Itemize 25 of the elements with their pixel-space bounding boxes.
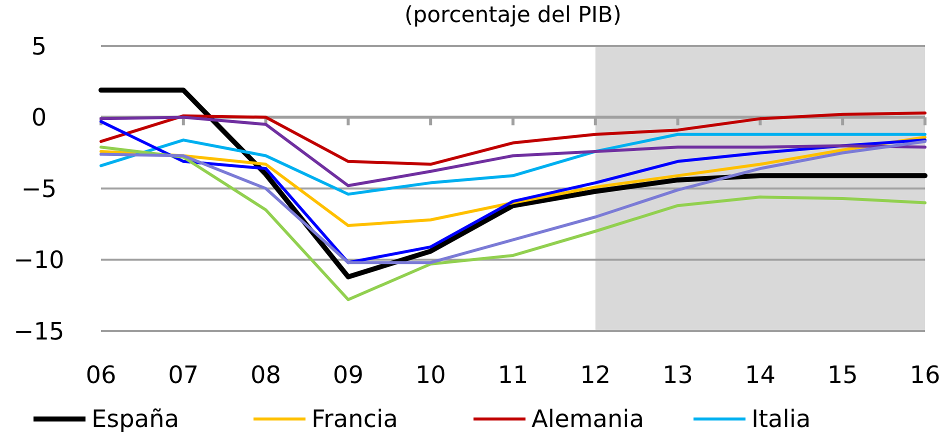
- line-series: [100, 116, 926, 188]
- x-tick-label: 16: [910, 361, 940, 389]
- line-series: [100, 132, 926, 196]
- x-tick-label: 07: [168, 361, 199, 389]
- y-tick-label: 5: [31, 32, 47, 60]
- x-tick-label: 06: [86, 361, 116, 389]
- x-tick-label: 10: [415, 361, 446, 389]
- x-tick-label: 15: [827, 361, 858, 389]
- x-tick-label: 14: [744, 361, 776, 389]
- y-tick-label: −5: [21, 174, 57, 203]
- y-tick-label: 0: [31, 104, 47, 132]
- line-series: [100, 111, 926, 166]
- x-tick-label: 12: [580, 361, 611, 389]
- x-tick-label: 09: [332, 361, 364, 389]
- x-tick-label: 08: [250, 361, 282, 389]
- legend-label: Alemania: [532, 405, 644, 433]
- legend-label: España: [92, 405, 180, 433]
- legend-label: Francia: [312, 405, 398, 433]
- y-tick-label: −15: [14, 317, 64, 346]
- line-series: [100, 146, 926, 302]
- chart-subtitle: (porcentaje del PIB): [404, 3, 622, 28]
- legend-label: Italia: [752, 405, 811, 433]
- x-tick-label: 11: [498, 361, 528, 389]
- y-tick-label: −10: [14, 246, 64, 274]
- x-tick-label: 13: [662, 361, 694, 389]
